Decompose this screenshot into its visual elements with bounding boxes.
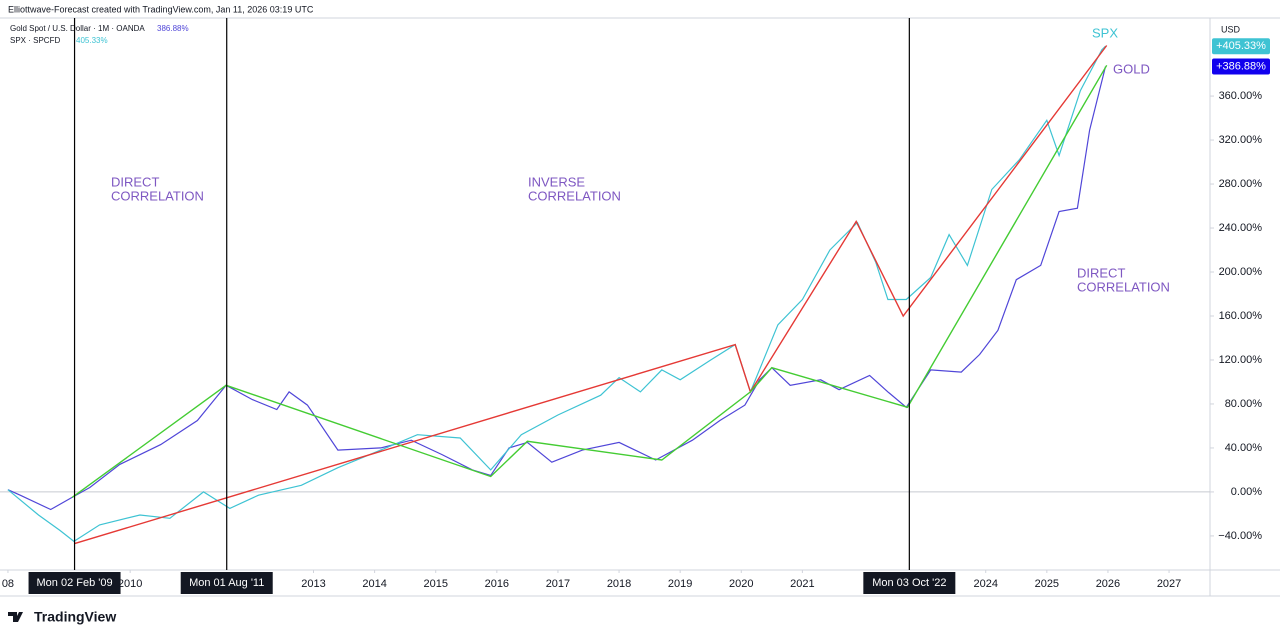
y-tick-label: 360.00% <box>1219 90 1263 102</box>
annotation-line: CORRELATION <box>111 188 204 203</box>
x-tick-label: 2025 <box>1035 578 1059 590</box>
x-tick-label: 2017 <box>546 578 570 590</box>
y-tick-label: 80.00% <box>1225 398 1263 410</box>
x-tick-label: 2014 <box>362 578 386 590</box>
y-tick-label: 40.00% <box>1225 442 1263 454</box>
marker-label: Mon 02 Feb '09 <box>37 577 113 589</box>
x-tick-label: 2013 <box>301 578 325 590</box>
y-tick-label: 120.00% <box>1219 354 1263 366</box>
marker-label-box <box>180 572 273 594</box>
series-tag: GOLD <box>1113 61 1150 76</box>
x-tick-label: 2018 <box>607 578 631 590</box>
x-tick-label: 2024 <box>973 578 997 590</box>
annotation-line: CORRELATION <box>528 188 621 203</box>
plot <box>0 45 1210 545</box>
currency: USD <box>1221 24 1241 34</box>
series-line <box>7 45 1106 543</box>
marker-label: Mon 03 Oct '22 <box>872 577 946 589</box>
x-tick-label: 2021 <box>790 578 814 590</box>
logo-mark <box>8 612 23 622</box>
series-line <box>7 66 1107 511</box>
annotation-line: INVERSE <box>528 174 585 189</box>
logo-text: TradingView <box>34 609 116 625</box>
last-price-box <box>1212 38 1270 55</box>
legend-name: Gold Spot / U.S. Dollar · 1M · OANDA <box>10 24 145 33</box>
annotation-line: DIRECT <box>111 174 159 189</box>
last-price-box <box>1212 58 1270 75</box>
annotation-line: DIRECT <box>1077 265 1125 280</box>
x-tick-label: 2016 <box>485 578 509 590</box>
x-tick-label: 2026 <box>1096 578 1120 590</box>
annotation-line: CORRELATION <box>1077 279 1170 294</box>
series-tag: SPX <box>1092 25 1118 40</box>
legend-value: 386.88% <box>157 24 189 33</box>
x-tick-label: 2019 <box>668 578 692 590</box>
plot-area <box>0 18 1210 570</box>
y-tick-label: 320.00% <box>1219 134 1263 146</box>
y-tick-label: 280.00% <box>1219 178 1263 190</box>
marker-label: Mon 01 Aug '11 <box>189 577 264 589</box>
trendline <box>71 64 1108 498</box>
x-tick-label: 2015 <box>423 578 447 590</box>
x-tick-label: 08 <box>2 578 14 590</box>
last-price-label: +386.88% <box>1216 60 1266 72</box>
annotation: DIRECT CORRELATION INVERSE CORRELATION D… <box>111 174 1170 294</box>
legend: Gold Spot / U.S. Dollar · 1M · OANDA 386… <box>10 24 189 45</box>
trendline <box>74 45 1108 545</box>
legend-name: SPX · SPCFD <box>10 36 60 45</box>
y-tick-label: 200.00% <box>1219 266 1263 278</box>
marker-label-box <box>863 572 956 594</box>
y-tick-label: 160.00% <box>1219 310 1263 322</box>
x-tick-label: 2027 <box>1157 578 1181 590</box>
y-tick-label: −40.00% <box>1218 530 1262 542</box>
marker-label-box <box>28 572 121 594</box>
header: Elliottwave-Forecast created with Tradin… <box>8 4 314 14</box>
x-tick-label: 2020 <box>729 578 753 590</box>
x-tick-label: 2010 <box>118 578 142 590</box>
legend-value: 405.33% <box>76 36 108 45</box>
last-price-label: +405.33% <box>1216 40 1266 52</box>
logo: TradingView <box>8 609 116 625</box>
y-tick-label: 0.00% <box>1231 486 1262 498</box>
y-tick-label: 240.00% <box>1219 222 1263 234</box>
